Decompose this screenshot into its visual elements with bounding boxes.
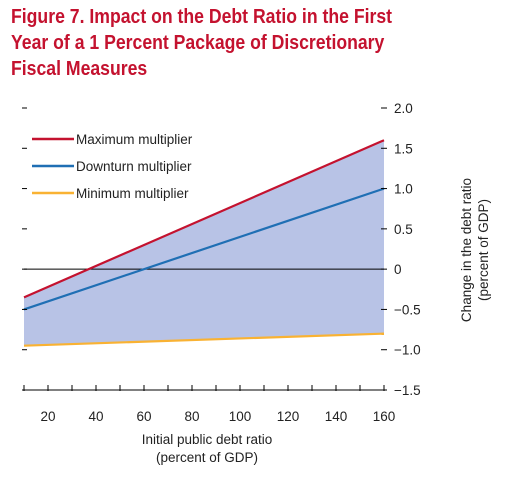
- title-line-2: Year of a 1 Percent Package of Discretio…: [11, 31, 385, 54]
- x-tick-label: 140: [325, 409, 348, 424]
- x-tick-label: 60: [136, 409, 151, 424]
- y-tick-label: 1.5: [394, 141, 413, 156]
- y-tick-label: 0.5: [394, 222, 413, 237]
- y-axis-label: Change in the debt ratio (percent of GDP…: [458, 170, 492, 330]
- x-tick-label: 40: [88, 409, 103, 424]
- figure-title: Figure 7. Impact on the Debt Ratio in th…: [11, 4, 441, 82]
- x-tick-label: 20: [40, 409, 55, 424]
- x-tick-label: 80: [184, 409, 199, 424]
- y-tick-label: −0.5: [394, 302, 421, 317]
- x-tick-label: 120: [277, 409, 300, 424]
- legend-label-2: Downturn multiplier: [76, 159, 192, 174]
- y-tick-label: 2.0: [394, 101, 413, 116]
- legend-label-1: Maximum multiplier: [76, 132, 193, 147]
- legend-label-3: Minimum multiplier: [76, 186, 189, 201]
- x-axis-label-line-1: Initial public debt ratio: [141, 432, 273, 447]
- series-line-2: [23, 187, 385, 311]
- title-line-3: Fiscal Measures: [11, 57, 148, 80]
- x-axis-label-line-2: (percent of GDP): [155, 450, 259, 465]
- title-line-1: Figure 7. Impact on the Debt Ratio in th…: [11, 5, 393, 28]
- series-line-3: [23, 332, 385, 347]
- y-tick-label: −1.5: [394, 383, 421, 398]
- y-axis-label-line-1: Change in the debt ratio: [459, 177, 474, 323]
- series-line-1: [23, 139, 385, 299]
- y-tick-label: −1.0: [394, 343, 421, 358]
- y-tick-label: 1.0: [394, 182, 413, 197]
- x-axis-label: Initial public debt ratio (percent of GD…: [82, 431, 332, 467]
- y-axis-label-line-2: (percent of GDP): [476, 198, 491, 302]
- x-tick-label: 100: [229, 409, 252, 424]
- x-tick-label: 160: [373, 409, 396, 424]
- shaded-band: [24, 140, 384, 346]
- y-tick-label: 0: [394, 262, 402, 277]
